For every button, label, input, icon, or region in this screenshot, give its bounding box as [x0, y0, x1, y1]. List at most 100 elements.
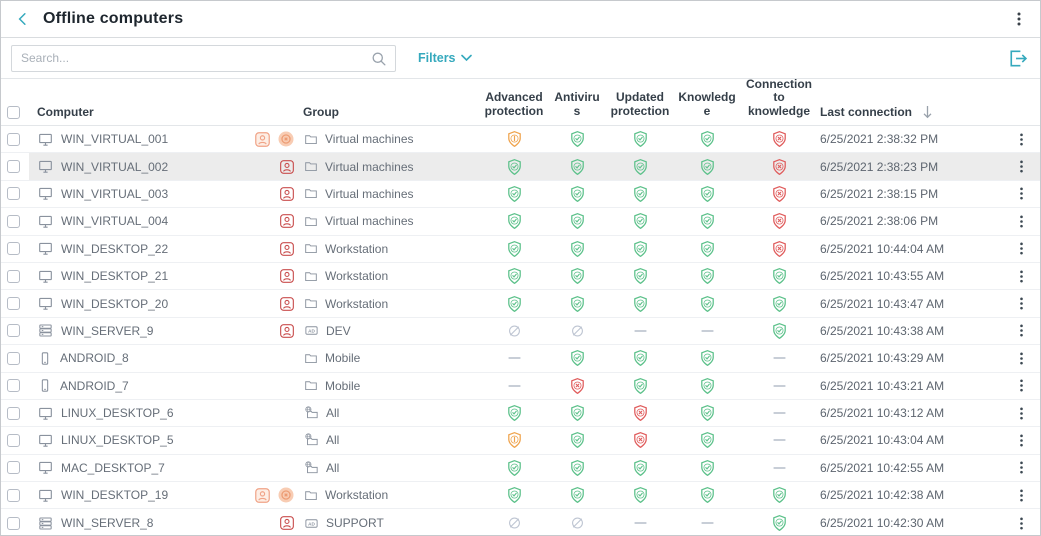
column-header-computer[interactable]: Computer	[37, 105, 94, 119]
kebab-menu-icon	[1017, 12, 1021, 26]
computer-name[interactable]: WIN_SERVER_9	[61, 323, 154, 338]
column-header-advanced-protection[interactable]: Advanced protection	[484, 90, 544, 119]
sort-arrow-down-icon[interactable]	[922, 105, 933, 119]
row-menu-button[interactable]	[1010, 183, 1032, 205]
row-checkbox[interactable]	[7, 379, 20, 393]
row-checkbox[interactable]	[7, 351, 20, 365]
table-row[interactable]: WIN_SERVER_8 AD SUPPORT 6/25/2021 10:42:…	[1, 509, 1040, 535]
row-menu-button[interactable]	[1010, 375, 1032, 397]
column-header-updated-protection[interactable]: Updated protection	[610, 90, 670, 119]
computer-name[interactable]: WIN_VIRTUAL_003	[61, 186, 169, 201]
search-box[interactable]	[11, 44, 396, 72]
table-row[interactable]: WIN_DESKTOP_22 Workstation 6/25/2021 10:…	[1, 236, 1040, 263]
row-checkbox[interactable]	[7, 488, 20, 502]
row-menu-button[interactable]	[1010, 156, 1032, 178]
back-button[interactable]	[11, 7, 35, 31]
status-none-icon	[740, 403, 818, 423]
computer-name[interactable]: ANDROID_8	[60, 351, 129, 366]
table-row[interactable]: WIN_SERVER_9 AD DEV 6/25/2021 10:43:38 A…	[1, 318, 1040, 346]
row-checkbox[interactable]	[7, 242, 20, 256]
group-name: Mobile	[325, 351, 361, 366]
computer-name[interactable]: ANDROID_7	[60, 378, 129, 393]
row-checkbox[interactable]	[7, 160, 20, 174]
status-ok-icon	[674, 239, 740, 259]
badge-group	[279, 515, 295, 531]
row-checkbox[interactable]	[7, 461, 20, 475]
column-header-connection-to-knowledge[interactable]: Connection to knowledge	[746, 76, 812, 119]
select-all-checkbox[interactable]	[7, 106, 20, 119]
column-header-antivirus[interactable]: Antivirus	[554, 90, 600, 119]
folder-group-icon	[303, 351, 319, 366]
status-error-icon	[740, 157, 818, 177]
header-menu-button[interactable]	[1008, 8, 1030, 30]
status-none-icon	[674, 513, 740, 533]
status-ok-icon	[674, 157, 740, 177]
status-ok-icon	[548, 485, 606, 505]
computer-name[interactable]: WIN_VIRTUAL_002	[61, 159, 169, 174]
computer-name[interactable]: WIN_DESKTOP_21	[61, 269, 169, 284]
computer-name[interactable]: WIN_DESKTOP_20	[61, 296, 169, 311]
computer-name[interactable]: WIN_VIRTUAL_001	[61, 132, 169, 147]
row-menu-button[interactable]	[1010, 293, 1032, 315]
row-menu-button[interactable]	[1010, 320, 1032, 342]
filters-button[interactable]: Filters	[418, 51, 472, 65]
row-checkbox[interactable]	[7, 269, 20, 283]
excluded-orange-badge-icon	[277, 486, 295, 504]
row-menu-button[interactable]	[1010, 457, 1032, 479]
status-warn-icon	[480, 129, 548, 149]
table-row[interactable]: LINUX_DESKTOP_5 All 6/25/2021 10:43:04 A…	[1, 427, 1040, 455]
row-menu-button[interactable]	[1010, 429, 1032, 451]
search-input[interactable]	[12, 51, 395, 65]
row-menu-button[interactable]	[1010, 210, 1032, 232]
status-ok-icon	[606, 348, 674, 368]
computer-name[interactable]: WIN_VIRTUAL_004	[61, 214, 169, 229]
desktop-icon	[37, 487, 54, 504]
group-name: SUPPORT	[326, 516, 384, 531]
row-menu-button[interactable]	[1010, 512, 1032, 534]
status-none-icon	[480, 348, 548, 368]
row-menu-button[interactable]	[1010, 484, 1032, 506]
row-checkbox[interactable]	[7, 187, 20, 201]
computer-name[interactable]: LINUX_DESKTOP_5	[61, 433, 174, 448]
row-checkbox[interactable]	[7, 297, 20, 311]
row-checkbox[interactable]	[7, 516, 20, 530]
export-button[interactable]	[1004, 45, 1030, 71]
table-row[interactable]: WIN_DESKTOP_19 Workstation 6/25/2021 10:…	[1, 482, 1040, 510]
status-ok-icon	[606, 129, 674, 149]
column-header-knowledge[interactable]: Knowledge	[678, 90, 736, 119]
table-row[interactable]: ANDROID_8 Mobile 6/25/2021 10:43:29 AM	[1, 345, 1040, 373]
row-checkbox[interactable]	[7, 406, 20, 420]
computer-name[interactable]: WIN_DESKTOP_19	[61, 488, 169, 503]
table-row[interactable]: ANDROID_7 Mobile 6/25/2021 10:43:21 AM	[1, 373, 1040, 400]
column-header-last-connection[interactable]: Last connection	[818, 105, 1002, 119]
table-row[interactable]: MAC_DESKTOP_7 All 6/25/2021 10:42:55 AM	[1, 455, 1040, 483]
computer-name[interactable]: WIN_DESKTOP_22	[61, 241, 169, 256]
row-menu-button[interactable]	[1010, 128, 1032, 150]
table-row[interactable]: WIN_DESKTOP_20 Workstation 6/25/2021 10:…	[1, 290, 1040, 318]
all-group-icon	[303, 460, 320, 476]
toolbar: Filters	[1, 38, 1040, 79]
table-row[interactable]: LINUX_DESKTOP_6 All 6/25/2021 10:43:12 A…	[1, 400, 1040, 428]
status-error-icon	[606, 403, 674, 423]
row-menu-button[interactable]	[1010, 238, 1032, 260]
table-row[interactable]: WIN_VIRTUAL_004 Virtual machines 6/25/20…	[1, 208, 1040, 236]
column-header-group[interactable]: Group	[303, 105, 339, 119]
computer-name[interactable]: LINUX_DESKTOP_6	[61, 406, 174, 421]
all-group-icon	[303, 432, 320, 448]
table-row[interactable]: WIN_VIRTUAL_003 Virtual machines 6/25/20…	[1, 181, 1040, 209]
table-row[interactable]: WIN_VIRTUAL_002 Virtual machines 6/25/20…	[1, 153, 1040, 181]
computer-name[interactable]: MAC_DESKTOP_7	[61, 460, 165, 475]
folder-group-icon	[303, 296, 319, 311]
user-red-badge-icon	[279, 296, 295, 312]
row-menu-button[interactable]	[1010, 402, 1032, 424]
row-checkbox[interactable]	[7, 132, 20, 146]
computer-name[interactable]: WIN_SERVER_8	[61, 516, 154, 531]
row-checkbox[interactable]	[7, 214, 20, 228]
row-menu-button[interactable]	[1010, 265, 1032, 287]
row-menu-button[interactable]	[1010, 347, 1032, 369]
row-checkbox[interactable]	[7, 433, 20, 447]
row-checkbox[interactable]	[7, 324, 20, 338]
excluded-orange-badge-icon	[277, 130, 295, 148]
table-row[interactable]: WIN_VIRTUAL_001 Virtual machines 6/25/20…	[1, 126, 1040, 154]
table-row[interactable]: WIN_DESKTOP_21 Workstation 6/25/2021 10:…	[1, 263, 1040, 291]
